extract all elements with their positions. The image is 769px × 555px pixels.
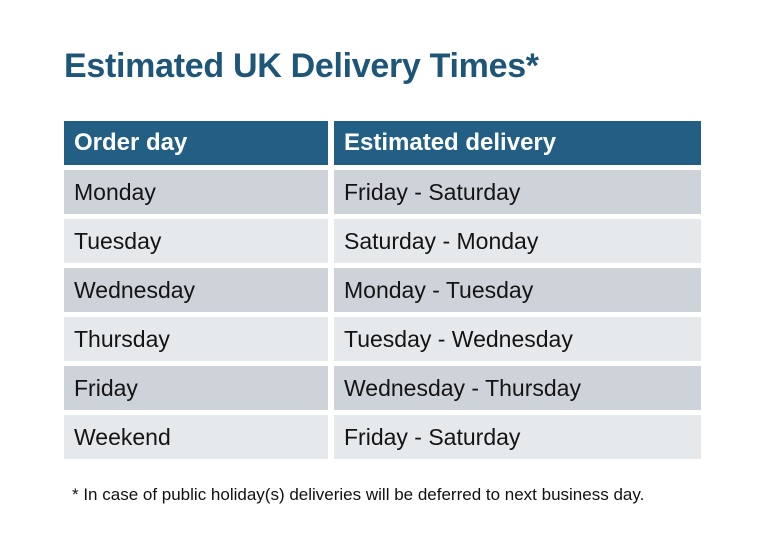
table-cell-order-day: Thursday (64, 317, 328, 361)
table-cell-order-day: Wednesday (64, 268, 328, 312)
delivery-times-table: Order day Estimated delivery Monday Frid… (64, 121, 701, 459)
table-cell-estimated-delivery: Monday - Tuesday (334, 268, 701, 312)
footnote: * In case of public holiday(s) deliverie… (72, 485, 645, 504)
table-cell-order-day: Friday (64, 366, 328, 410)
table-cell-estimated-delivery: Tuesday - Wednesday (334, 317, 701, 361)
table-cell-order-day: Weekend (64, 415, 328, 459)
table-cell-estimated-delivery: Wednesday - Thursday (334, 366, 701, 410)
table-cell-order-day: Tuesday (64, 219, 328, 263)
column-header-order-day: Order day (64, 121, 328, 165)
page-title: Estimated UK Delivery Times* (64, 47, 539, 85)
table-cell-order-day: Monday (64, 170, 328, 214)
table-cell-estimated-delivery: Friday - Saturday (334, 415, 701, 459)
column-header-estimated-delivery: Estimated delivery (334, 121, 701, 165)
table-cell-estimated-delivery: Friday - Saturday (334, 170, 701, 214)
table-cell-estimated-delivery: Saturday - Monday (334, 219, 701, 263)
